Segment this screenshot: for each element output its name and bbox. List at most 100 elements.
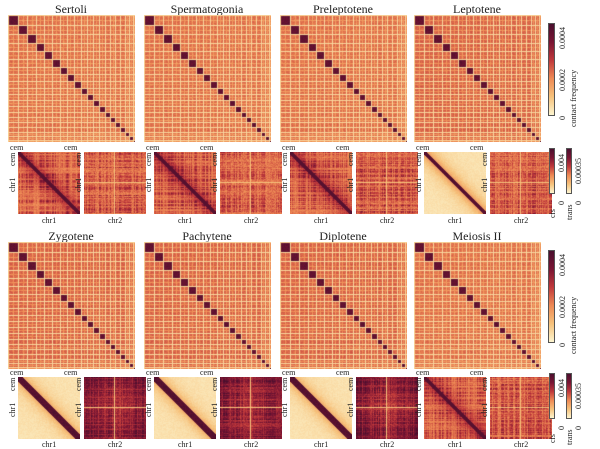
trans-xlabel: chr2	[244, 440, 259, 449]
cis-ylabel: chr1	[280, 402, 289, 417]
cem-label: cem	[282, 368, 296, 377]
cis-ylabel: chr1	[8, 177, 17, 192]
panel-title: Diplotene	[319, 229, 367, 243]
colorbar-tick: 0.0002	[558, 69, 567, 91]
cem-label: cem	[280, 377, 289, 391]
trans-heatmap	[220, 377, 282, 439]
colorbar-label: contact frequency	[569, 69, 578, 127]
cem-label: cem	[8, 152, 17, 166]
cem-label: cem	[336, 368, 350, 377]
cis-heatmap	[154, 377, 216, 439]
cis-ylabel: chr1	[280, 177, 289, 192]
cem-label: cem	[74, 152, 83, 166]
genome-heatmap	[280, 242, 407, 369]
colorbar-label: cis	[548, 434, 557, 443]
cis-ylabel: chr1	[414, 402, 423, 417]
genome-heatmap	[144, 15, 271, 142]
cem-label: cem	[470, 368, 484, 377]
panel-title: Leptotene	[453, 2, 501, 16]
colorbar-label: trans	[565, 429, 574, 445]
trans-xlabel: chr2	[108, 216, 123, 225]
cem-label: cem	[210, 152, 219, 166]
trans-heatmap	[356, 377, 418, 439]
trans-ylabel: chr1	[210, 402, 219, 417]
trans-ylabel: chr1	[74, 402, 83, 417]
genome-colorbar	[548, 250, 555, 343]
trans-heatmap	[220, 152, 282, 214]
trans-ylabel: chr1	[480, 402, 489, 417]
cem-label: cem	[200, 143, 214, 152]
cem-label: cem	[10, 143, 24, 152]
cem-label: cem	[200, 368, 214, 377]
cem-label: cem	[470, 143, 484, 152]
trans-xlabel: chr2	[380, 440, 395, 449]
cem-label: cem	[8, 377, 17, 391]
cem-label: cem	[10, 368, 24, 377]
colorbar-label: contact frequency	[569, 296, 578, 354]
genome-colorbar	[548, 23, 555, 116]
trans-ylabel: chr1	[74, 177, 83, 192]
cis-xlabel: chr1	[178, 440, 193, 449]
genome-heatmap	[8, 15, 135, 142]
trans-ylabel: chr1	[480, 177, 489, 192]
panel-title: Zygotene	[48, 229, 94, 243]
cem-label: cem	[414, 152, 423, 166]
genome-heatmap	[8, 242, 135, 369]
cem-label: cem	[282, 143, 296, 152]
trans-ylabel: chr1	[346, 402, 355, 417]
genome-heatmap	[144, 242, 271, 369]
cem-label: cem	[336, 143, 350, 152]
panel-title: Spermatogonia	[170, 2, 244, 16]
cis-ylabel: chr1	[8, 402, 17, 417]
trans-heatmap	[84, 152, 146, 214]
cis-heatmap	[154, 152, 216, 214]
panel-title: Preleptotene	[313, 2, 373, 16]
cem-label: cem	[480, 152, 489, 166]
colorbar-tick: 0.00035	[574, 383, 583, 409]
cis-xlabel: chr1	[448, 440, 463, 449]
cis-heatmap	[290, 152, 352, 214]
cem-label: cem	[146, 368, 160, 377]
cis-xlabel: chr1	[42, 216, 57, 225]
colorbar-tick: 0	[574, 426, 583, 430]
trans-colorbar	[566, 148, 572, 194]
cem-label: cem	[64, 368, 78, 377]
colorbar-label: cis	[548, 209, 557, 218]
colorbar-tick: 0.004	[557, 379, 566, 397]
panel-title: Pachytene	[182, 229, 232, 243]
cem-label: cem	[480, 377, 489, 391]
cis-heatmap	[18, 152, 80, 214]
trans-xlabel: chr2	[244, 216, 259, 225]
colorbar-tick: 0	[574, 201, 583, 205]
trans-colorbar	[566, 373, 572, 419]
colorbar-label: trans	[565, 204, 574, 220]
cem-label: cem	[416, 143, 430, 152]
cem-label: cem	[346, 377, 355, 391]
cem-label: cem	[346, 152, 355, 166]
cis-ylabel: chr1	[144, 402, 153, 417]
colorbar-tick: 0.0004	[558, 254, 567, 276]
cis-ylabel: chr1	[144, 177, 153, 192]
trans-xlabel: chr2	[108, 440, 123, 449]
trans-heatmap	[490, 152, 552, 214]
cis-heatmap	[18, 377, 80, 439]
genome-heatmap	[414, 242, 541, 369]
colorbar-tick: 0	[558, 116, 567, 120]
cem-label: cem	[210, 377, 219, 391]
cis-colorbar	[549, 148, 555, 194]
cem-label: cem	[146, 143, 160, 152]
genome-heatmap	[414, 15, 541, 142]
cis-xlabel: chr1	[178, 216, 193, 225]
cis-xlabel: chr1	[314, 440, 329, 449]
cem-label: cem	[416, 368, 430, 377]
colorbar-tick: 0.00035	[574, 158, 583, 184]
panel-title: Meiosis II	[452, 229, 502, 243]
trans-heatmap	[84, 377, 146, 439]
cis-heatmap	[424, 152, 486, 214]
cis-xlabel: chr1	[42, 440, 57, 449]
cis-ylabel: chr1	[414, 177, 423, 192]
trans-ylabel: chr1	[346, 177, 355, 192]
genome-heatmap	[280, 15, 407, 142]
cem-label: cem	[414, 377, 423, 391]
